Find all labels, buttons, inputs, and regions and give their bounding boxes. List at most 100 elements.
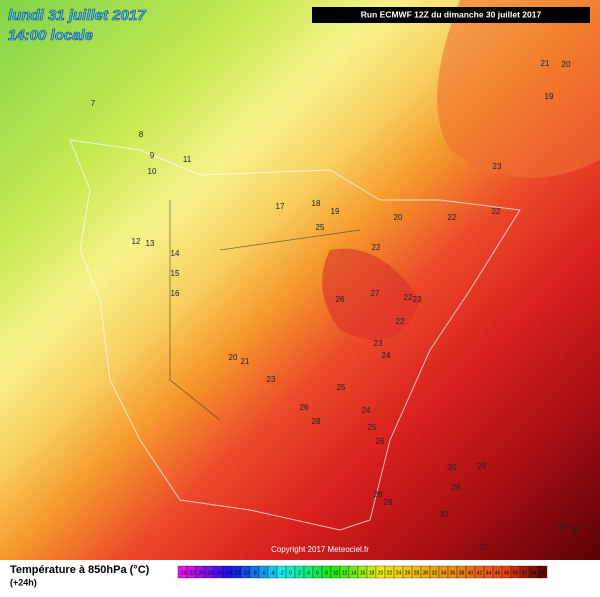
colorbar-label: 48	[504, 570, 510, 576]
contour-label: 22	[492, 207, 501, 216]
contour-label: 22	[396, 317, 405, 326]
colorbar-label: 28	[414, 570, 420, 576]
colorbar-label: 36	[450, 570, 456, 576]
colorbar-label: 20	[378, 570, 384, 576]
contour-label: 20	[562, 60, 571, 69]
colorbar-label: -24	[179, 570, 186, 576]
colorbar-label: -10	[242, 570, 249, 576]
contour-label: 12	[132, 237, 141, 246]
contour-label: 9	[150, 151, 155, 160]
contour-label: 20	[229, 353, 238, 362]
coastline	[69, 139, 521, 531]
contour-label: 26	[336, 295, 345, 304]
contour-label: 26	[376, 437, 385, 446]
contour-label: 16	[171, 289, 180, 298]
legend-title: Température à 850hPa (°C)	[10, 564, 150, 576]
contour-label: 8	[139, 130, 144, 139]
contour-label: 26	[300, 403, 309, 412]
contour-label: 25	[368, 423, 377, 432]
contour-label: 10	[148, 167, 157, 176]
contour-label: 29	[384, 498, 393, 507]
colorbar-label: -20	[197, 570, 204, 576]
colorbar-label: 8	[325, 570, 328, 576]
border	[169, 200, 361, 421]
copyright: Copyright 2017 Meteociel.fr	[271, 545, 369, 554]
colorbar-label: 38	[459, 570, 465, 576]
colorbar-label: 32	[432, 570, 438, 576]
colorbar-cell	[537, 565, 548, 579]
colorbar-label: 56	[540, 570, 546, 576]
colorbar-label: -8	[252, 570, 257, 576]
colorbar-label: 12	[342, 570, 348, 576]
contour-label: 22	[372, 243, 381, 252]
warm-area	[437, 0, 600, 178]
date: lundi 31 juillet 2017	[8, 7, 146, 24]
contour-label: 23	[493, 162, 502, 171]
colorbar-label: 6	[316, 570, 319, 576]
contour-label: 21	[541, 59, 550, 68]
colorbar-label: -6	[261, 570, 266, 576]
contour-label: 27	[371, 289, 380, 298]
contour-label: 30	[440, 510, 449, 519]
colorbar-label: 16	[360, 570, 366, 576]
contour-label: 11	[183, 155, 192, 164]
contour-label: 29	[478, 462, 487, 471]
colorbar-label: -2	[279, 570, 284, 576]
colorbar-label: 34	[441, 570, 447, 576]
colorbar-label: 24	[396, 570, 402, 576]
colorbar-label: 10	[333, 570, 339, 576]
lead-time: (+24h)	[10, 577, 37, 587]
colorbar-label: 2	[298, 570, 301, 576]
contour-label: 20	[394, 213, 403, 222]
contour-label: 28	[559, 522, 568, 531]
contour-label: 22	[404, 293, 413, 302]
colorbar-label: -16	[215, 570, 222, 576]
colorbar-label: 22	[387, 570, 393, 576]
contour-label: 24	[382, 351, 391, 360]
contour-label: 14	[171, 249, 180, 258]
contour-label: 29	[452, 483, 461, 492]
contour-label: 19	[545, 92, 554, 101]
colorbar-label: 54	[531, 570, 537, 576]
colorbar-label: -12	[233, 570, 240, 576]
run-info: Run ECMWF 12Z du dimanche 30 juillet 201…	[361, 9, 542, 19]
contour-label: 25	[337, 383, 346, 392]
contour-label: 22	[448, 213, 457, 222]
contour-label: 23	[374, 339, 383, 348]
contour-label: 28	[570, 525, 579, 534]
contour-label: 7	[91, 99, 96, 108]
colorbar-label: 42	[477, 570, 483, 576]
contour-label: 28	[312, 417, 321, 426]
contour-label: 17	[276, 202, 285, 211]
contour-label: 23	[267, 375, 276, 384]
colorbar-label: 14	[351, 570, 357, 576]
colorbar-label: 52	[522, 570, 528, 576]
contour-label: 18	[312, 199, 321, 208]
colorbar-label: -18	[206, 570, 213, 576]
contour-label: 21	[241, 357, 250, 366]
contour-label: 30	[448, 463, 457, 472]
contour-label: 19	[331, 207, 340, 216]
run-box	[312, 7, 590, 23]
colorbar-label: 40	[468, 570, 474, 576]
colorbar-label: -22	[188, 570, 195, 576]
colorbar-label: 4	[307, 570, 310, 576]
colorbar-label: 44	[486, 570, 492, 576]
time: 14:00 locale	[8, 27, 93, 44]
colorbar-label: 18	[369, 570, 375, 576]
contour-label: 23	[413, 295, 422, 304]
contour-label: 24	[362, 406, 371, 415]
colorbar-label: 0	[289, 570, 292, 576]
contour-label: 15	[171, 269, 180, 278]
colorbar-label: 50	[513, 570, 519, 576]
colorbar-label: -4	[270, 570, 275, 576]
contour-label: 13	[146, 239, 155, 248]
contour-label: 25	[316, 223, 325, 232]
warm-area	[322, 248, 420, 340]
colorbar-label: -14	[224, 570, 231, 576]
colorbar-label: 30	[423, 570, 429, 576]
contour-label: 28	[374, 490, 383, 499]
colorbar-label: 26	[405, 570, 411, 576]
colorbar-label: 46	[495, 570, 501, 576]
